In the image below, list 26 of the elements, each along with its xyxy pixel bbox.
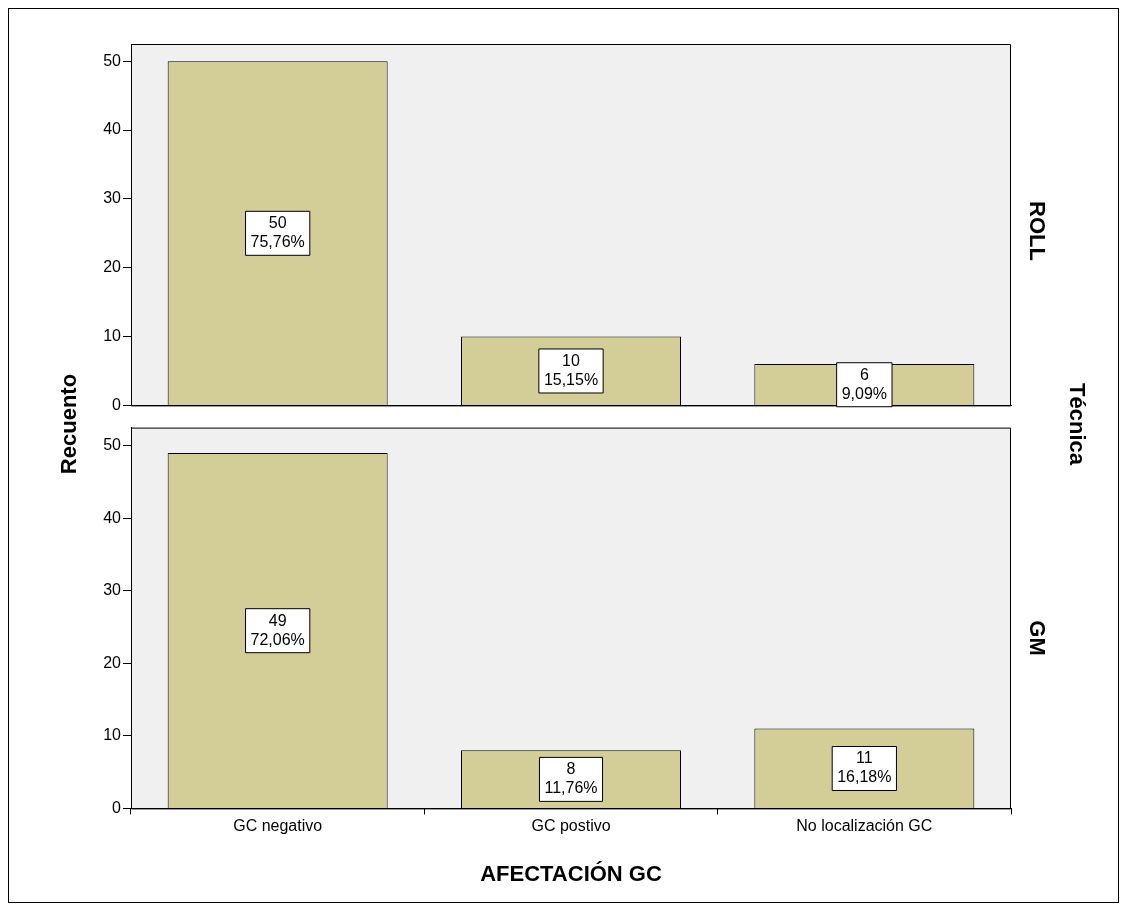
data-label: 10 15,15% <box>543 351 599 388</box>
y-tick-label: 20 <box>103 258 122 276</box>
y-tick-label: 10 <box>103 726 122 744</box>
y2-axis-title: ROLL <box>1024 201 1050 261</box>
y-tick-label: 40 <box>103 120 122 138</box>
data-label: 8 11,76% <box>544 760 598 797</box>
data-label: 11 16,18% <box>837 749 892 786</box>
y-axis-title: Recuento <box>56 373 82 475</box>
y-tick-label: 0 <box>112 798 122 816</box>
x-tick-label: GC negativo <box>233 817 323 835</box>
y-tick-label: 30 <box>103 189 122 207</box>
y-tick-label: 20 <box>103 653 122 671</box>
y-tick-label: 10 <box>103 326 122 344</box>
data-label: 50 75,76% <box>250 214 305 251</box>
data-label: 6 9,09% <box>841 365 888 402</box>
data-label: 49 72,06% <box>250 611 305 648</box>
text: Técnica <box>1064 383 1090 465</box>
y-tick-label: 30 <box>103 581 122 599</box>
y-tick-label: 0 <box>112 395 122 413</box>
y-tick-label: 40 <box>103 508 122 526</box>
y2-axis-title: GM <box>1024 620 1050 656</box>
x-tick-label: GC postivo <box>531 817 611 835</box>
x-axis-title: AFECTACIÓN GC <box>480 860 662 886</box>
y-tick-label: 50 <box>103 436 122 454</box>
x-tick-label: No localización GC <box>796 817 933 835</box>
y-tick-label: 50 <box>103 51 122 69</box>
